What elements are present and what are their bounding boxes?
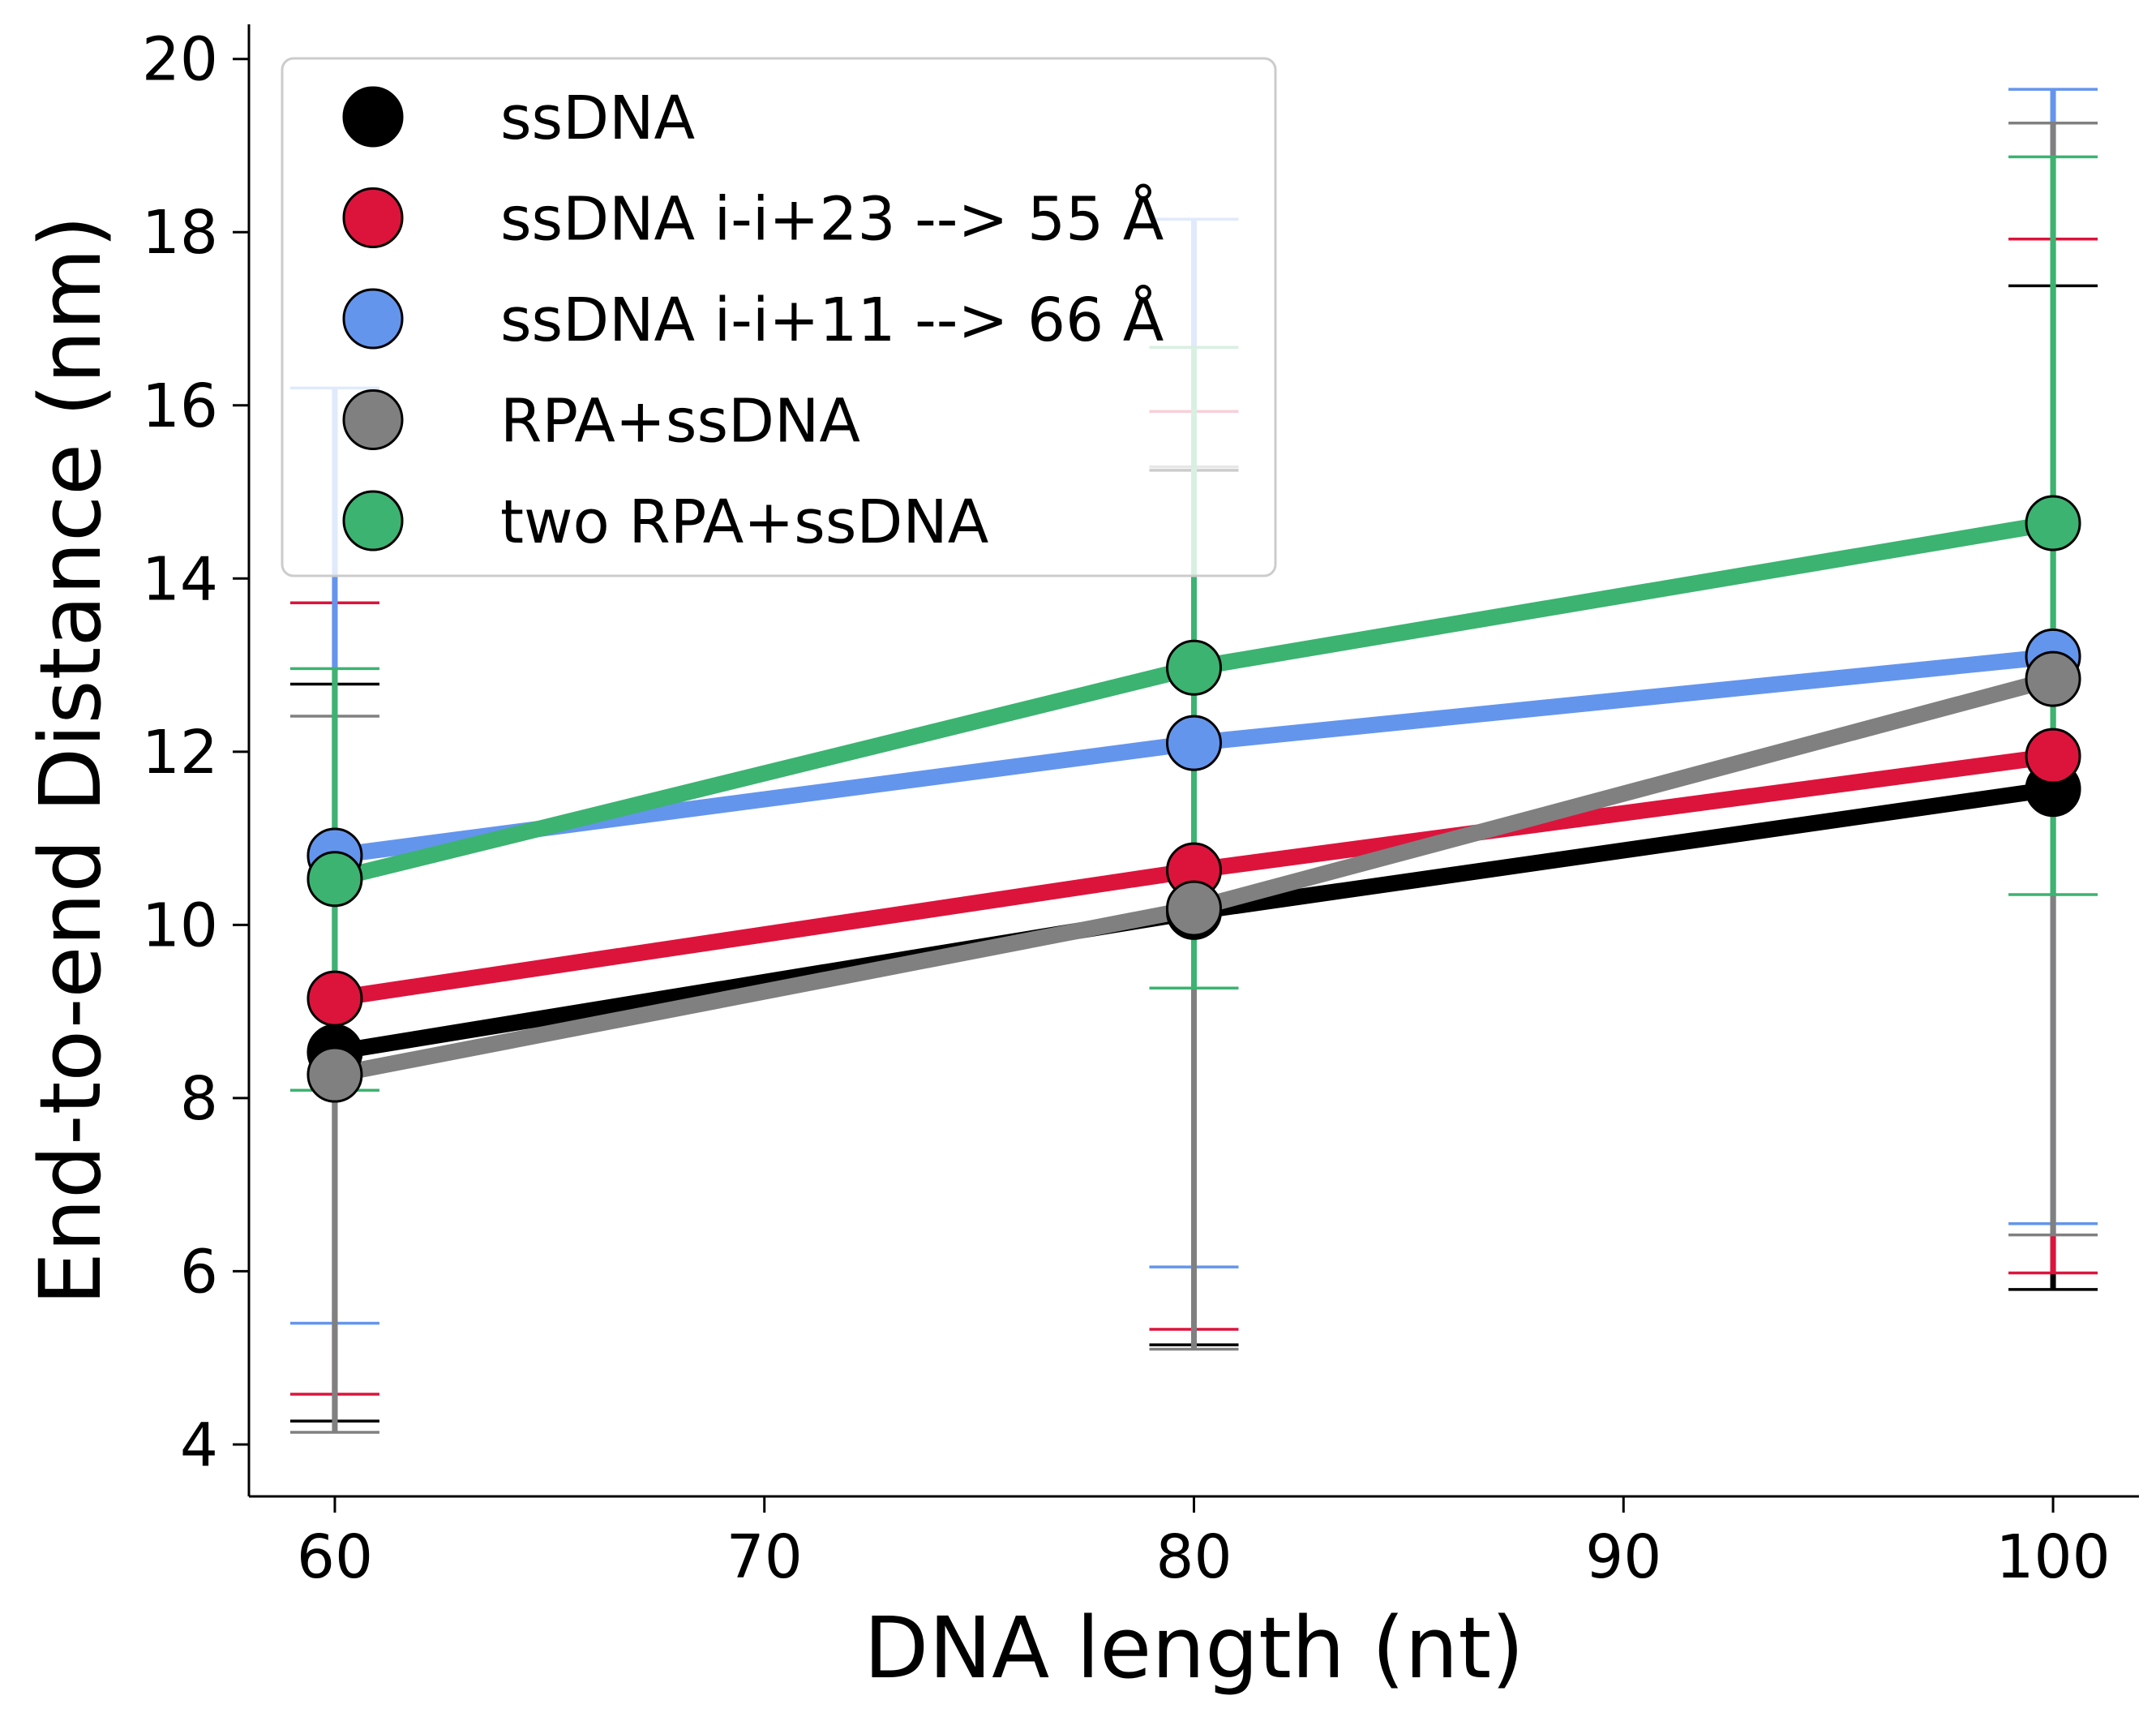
y-tick-label: 14 <box>142 544 218 614</box>
y-tick-label: 16 <box>142 371 218 441</box>
y-tick-label: 18 <box>142 198 218 268</box>
legend-marker <box>342 490 404 552</box>
legend-label: two RPA+ssDNA <box>500 487 989 557</box>
data-point <box>306 970 363 1027</box>
data-point <box>1166 715 1222 771</box>
legend-marker <box>342 187 404 248</box>
x-tick-label: 80 <box>1155 1522 1232 1592</box>
x-tick-label: 70 <box>727 1522 803 1592</box>
y-tick-label: 12 <box>142 718 218 788</box>
y-tick-label: 10 <box>142 891 218 960</box>
data-point <box>306 1046 363 1103</box>
x-axis-label: DNA length (nt) <box>864 1599 1524 1698</box>
legend-marker <box>342 86 404 148</box>
legend-marker <box>342 389 404 450</box>
data-point <box>2025 495 2081 552</box>
legend-label: ssDNA i-i+23 --> 55 Å <box>500 183 1164 255</box>
x-tick-label: 90 <box>1585 1522 1661 1592</box>
x-tick-label: 100 <box>1995 1522 2110 1592</box>
x-tick-label: 60 <box>297 1522 373 1592</box>
legend-label: ssDNA i-i+11 --> 66 Å <box>500 284 1164 355</box>
legend-label: RPA+ssDNA <box>500 387 860 457</box>
y-tick-label: 8 <box>180 1064 218 1134</box>
data-point <box>1166 639 1222 696</box>
data-point <box>2025 728 2081 784</box>
legend-marker <box>342 288 404 350</box>
data-point <box>306 851 363 908</box>
legend-label: ssDNA <box>500 84 695 153</box>
legend-box <box>281 57 1277 577</box>
ticks: 60 70 80 90 100 4 6 8 10 12 14 16 18 20 <box>142 25 2111 1592</box>
y-axis-label: End-to-end Distance (nm) <box>21 215 120 1305</box>
series-points <box>306 495 2081 1103</box>
y-tick-label: 20 <box>142 25 218 95</box>
y-tick-label: 6 <box>180 1237 218 1307</box>
legend: ssDNA ssDNA i-i+23 --> 55 Å ssDNA i-i+11 -… <box>281 57 1277 577</box>
data-point <box>1166 880 1222 937</box>
data-point <box>2025 650 2081 707</box>
y-tick-label: 4 <box>180 1410 218 1480</box>
